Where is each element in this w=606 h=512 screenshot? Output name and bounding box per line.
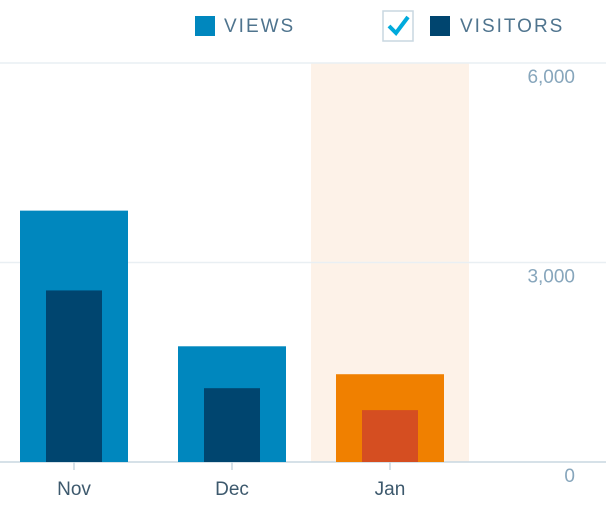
bar	[46, 290, 102, 462]
legend: VIEWS VISITORS	[195, 10, 564, 42]
legend-label: VIEWS	[224, 16, 295, 37]
x-tick-label: Jan	[375, 479, 406, 500]
legend-label: VISITORS	[460, 16, 564, 37]
bar	[204, 388, 260, 462]
y-tick-label: 3,000	[527, 267, 575, 288]
legend-checkbox[interactable]	[382, 10, 414, 42]
y-tick-label: 6,000	[527, 67, 575, 88]
y-tick-label: 0	[564, 466, 575, 487]
checkmark	[387, 15, 410, 37]
x-tick-label: Nov	[57, 479, 91, 500]
legend-swatch	[430, 16, 450, 36]
bar	[362, 410, 418, 462]
x-tick-label: Dec	[215, 479, 249, 500]
legend-swatch	[195, 16, 215, 36]
